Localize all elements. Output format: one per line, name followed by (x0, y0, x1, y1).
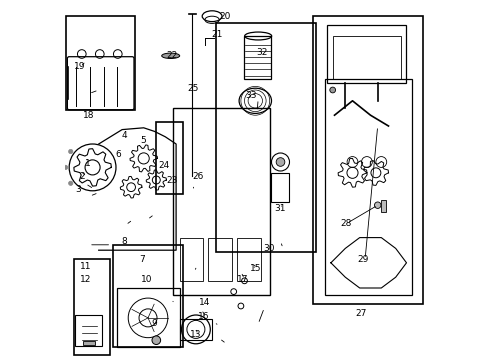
Bar (215, 23, 316, 252)
Text: 23: 23 (166, 176, 177, 185)
Text: 25: 25 (187, 84, 199, 93)
Circle shape (276, 158, 284, 166)
Text: 30: 30 (263, 244, 274, 253)
Text: 17: 17 (237, 275, 248, 284)
Text: 8: 8 (121, 237, 126, 246)
Text: 9: 9 (151, 320, 156, 329)
Text: 13: 13 (190, 330, 201, 339)
Text: 15: 15 (249, 264, 261, 273)
Text: 7: 7 (139, 255, 144, 264)
Circle shape (329, 87, 335, 93)
Text: 32: 32 (256, 48, 267, 57)
Text: 4: 4 (121, 131, 126, 140)
Text: 2: 2 (80, 172, 85, 181)
Text: 5: 5 (140, 136, 145, 145)
Text: 24: 24 (158, 161, 169, 170)
Text: 20: 20 (219, 12, 230, 21)
Text: 19: 19 (74, 62, 85, 71)
Circle shape (374, 202, 380, 208)
Bar (117, 288, 179, 347)
Bar (156, 122, 183, 194)
Text: 33: 33 (244, 91, 256, 100)
Bar (312, 16, 422, 304)
Bar (73, 259, 109, 355)
Text: 12: 12 (80, 275, 92, 284)
Bar (179, 319, 212, 340)
Text: 16: 16 (198, 312, 209, 321)
Text: 3: 3 (75, 185, 81, 194)
Bar (208, 238, 231, 281)
Text: 31: 31 (273, 204, 285, 213)
Bar (325, 79, 411, 295)
Ellipse shape (162, 53, 179, 59)
Text: 28: 28 (340, 219, 351, 228)
Text: 27: 27 (355, 309, 366, 318)
Bar (113, 245, 183, 347)
Text: 10: 10 (141, 275, 152, 284)
Text: 26: 26 (192, 172, 203, 181)
Bar (271, 173, 289, 202)
Text: 6: 6 (115, 150, 121, 159)
Text: 29: 29 (357, 255, 368, 264)
Text: 21: 21 (211, 30, 223, 39)
Bar (332, 36, 400, 79)
Circle shape (68, 149, 73, 154)
Text: 11: 11 (80, 262, 92, 271)
Bar (75, 315, 102, 346)
Circle shape (152, 336, 160, 345)
Text: 14: 14 (199, 298, 210, 307)
Bar (237, 238, 260, 281)
Circle shape (68, 181, 73, 185)
Text: 18: 18 (83, 111, 95, 120)
Bar (179, 238, 203, 281)
Bar (326, 25, 406, 83)
Bar (82, 341, 95, 345)
Text: 22: 22 (166, 51, 177, 60)
Bar (172, 108, 269, 295)
Circle shape (63, 165, 68, 170)
Bar (381, 200, 385, 212)
Bar (244, 36, 271, 79)
Text: 1: 1 (85, 159, 91, 168)
Bar (66, 16, 134, 110)
